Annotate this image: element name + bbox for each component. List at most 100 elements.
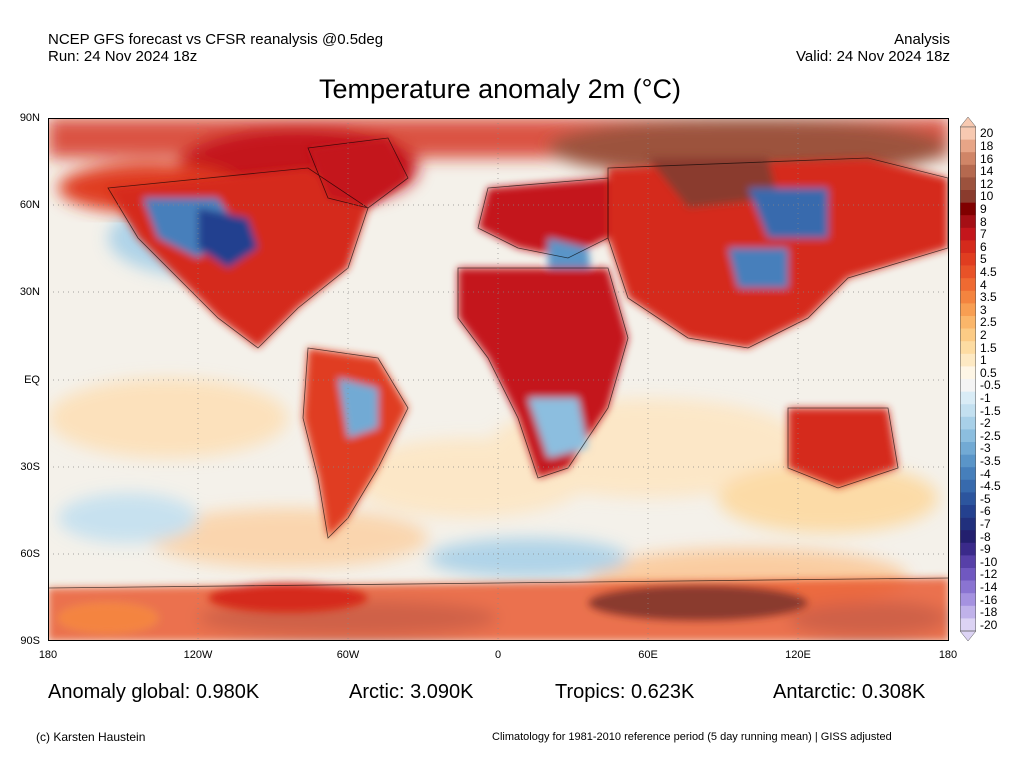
analysis-label: Analysis xyxy=(894,31,950,48)
colorbar-label: -5 xyxy=(980,491,991,506)
colorbar-segment xyxy=(960,190,976,203)
lat-label-eq: EQ xyxy=(24,374,40,386)
colorbar-label: -8 xyxy=(980,529,991,544)
colorbar-label: -7 xyxy=(980,516,991,531)
colorbar-label: 6 xyxy=(980,239,987,254)
colorbar-label: -4 xyxy=(980,466,991,481)
lon-label-120w: 120W xyxy=(183,649,213,661)
colorbar-segment xyxy=(960,618,976,632)
run-time: Run: 24 Nov 2024 18z xyxy=(48,48,198,65)
colorbar-segment xyxy=(960,492,976,506)
colorbar-segment xyxy=(960,253,976,266)
colorbar-label: -1.5 xyxy=(980,403,1001,418)
colorbar-segment xyxy=(960,416,976,430)
colorbar-label: -1 xyxy=(980,390,991,405)
copyright: (c) Karsten Haustein xyxy=(36,730,146,744)
lon-label-120e: 120E xyxy=(785,649,811,661)
colorbar-segment xyxy=(960,164,976,178)
colorbar-top-arrow xyxy=(960,117,976,128)
colorbar-label: 14 xyxy=(980,164,994,179)
lon-label-60e: 60E xyxy=(638,649,658,661)
colorbar-segment xyxy=(960,215,976,229)
colorbar-label: -18 xyxy=(980,605,998,620)
colorbar-segment xyxy=(960,593,976,607)
colorbar-label: -14 xyxy=(980,579,998,594)
colorbar-segment xyxy=(960,152,976,166)
colorbar-segment xyxy=(960,353,976,367)
colorbar-label: 9 xyxy=(980,201,987,216)
colorbar-label: 16 xyxy=(980,151,994,166)
colorbar-label: 12 xyxy=(980,176,994,191)
colorbar-segment xyxy=(960,278,976,292)
valid-time: Valid: 24 Nov 2024 18z xyxy=(796,48,950,65)
map-title: Temperature anomaly 2m (°C) xyxy=(319,74,681,104)
lat-label-60n: 60N xyxy=(19,199,40,211)
colorbar-segment xyxy=(960,404,976,418)
lon-label-180w: 180 xyxy=(38,649,58,661)
colorbar-segment xyxy=(960,139,976,153)
colorbar-segment xyxy=(960,328,976,342)
stat-global: Anomaly global: 0.980K xyxy=(48,681,260,703)
colorbar-label: -6 xyxy=(980,504,991,519)
colorbar-label: 20 xyxy=(980,126,994,141)
colorbar-segment xyxy=(960,341,976,355)
colorbar-label: 3.5 xyxy=(980,290,997,305)
colorbar-segment xyxy=(960,479,976,493)
colorbar-label: -9 xyxy=(980,542,991,557)
model-description: NCEP GFS forecast vs CFSR reanalysis @0.… xyxy=(48,31,384,48)
colorbar-label: 8 xyxy=(980,214,987,229)
colorbar-label: -2.5 xyxy=(980,428,1001,443)
colorbar-segment xyxy=(960,542,976,556)
colorbar-segment xyxy=(960,442,976,455)
colorbar-label: 1.5 xyxy=(980,340,997,355)
colorbar-label: 4 xyxy=(980,277,987,292)
colorbar-label: 7 xyxy=(980,227,987,242)
colorbar-segment xyxy=(960,391,976,405)
colorbar-label: 10 xyxy=(980,189,994,204)
colorbar-segment xyxy=(960,303,976,317)
lat-label-90s: 90S xyxy=(20,635,40,647)
colorbar-segment xyxy=(960,366,976,380)
colorbar-segment xyxy=(960,555,976,569)
colorbar-segment xyxy=(960,379,976,392)
colorbar-segment xyxy=(960,454,976,468)
colorbar-segment xyxy=(960,505,976,518)
lat-label-30n: 30N xyxy=(19,286,40,298)
colorbar-label: 2 xyxy=(980,327,987,342)
colorbar-label: 4.5 xyxy=(980,264,997,279)
colorbar-label: -12 xyxy=(980,567,998,582)
colorbar xyxy=(960,117,976,641)
colorbar-segment xyxy=(960,580,976,594)
colorbar-segment xyxy=(960,467,976,481)
climatology-note: Climatology for 1981-2010 reference peri… xyxy=(492,731,892,743)
colorbar-segment xyxy=(960,290,976,304)
colorbar-segment xyxy=(960,517,976,531)
stat-tropics: Tropics: 0.623K xyxy=(555,681,695,703)
colorbar-label: -3.5 xyxy=(980,453,1001,468)
colorbar-label: -3 xyxy=(980,441,991,456)
colorbar-segment xyxy=(960,127,976,140)
colorbar-segment xyxy=(960,429,976,443)
colorbar-label: 3 xyxy=(980,302,987,317)
stat-antarctic: Antarctic: 0.308K xyxy=(773,681,926,703)
lat-label-90n: 90N xyxy=(19,112,40,124)
colorbar-segment xyxy=(960,265,976,279)
colorbar-bottom-arrow xyxy=(960,630,976,641)
colorbar-label: -2 xyxy=(980,416,991,431)
colorbar-segment xyxy=(960,202,976,216)
colorbar-segment xyxy=(960,568,976,581)
colorbar-label: 1 xyxy=(980,353,987,368)
colorbar-label: -0.5 xyxy=(980,378,1001,393)
colorbar-label: -4.5 xyxy=(980,479,1001,494)
colorbar-label: -10 xyxy=(980,554,998,569)
colorbar-segment xyxy=(960,530,976,544)
graticule xyxy=(48,118,949,641)
colorbar-segment xyxy=(960,227,976,241)
lat-label-60s: 60S xyxy=(20,548,40,560)
colorbar-segment xyxy=(960,316,976,329)
colorbar-segment xyxy=(960,240,976,254)
colorbar-segment xyxy=(960,605,976,619)
colorbar-segment xyxy=(960,177,976,191)
colorbar-label: -16 xyxy=(980,592,998,607)
colorbar-label: 5 xyxy=(980,252,987,267)
